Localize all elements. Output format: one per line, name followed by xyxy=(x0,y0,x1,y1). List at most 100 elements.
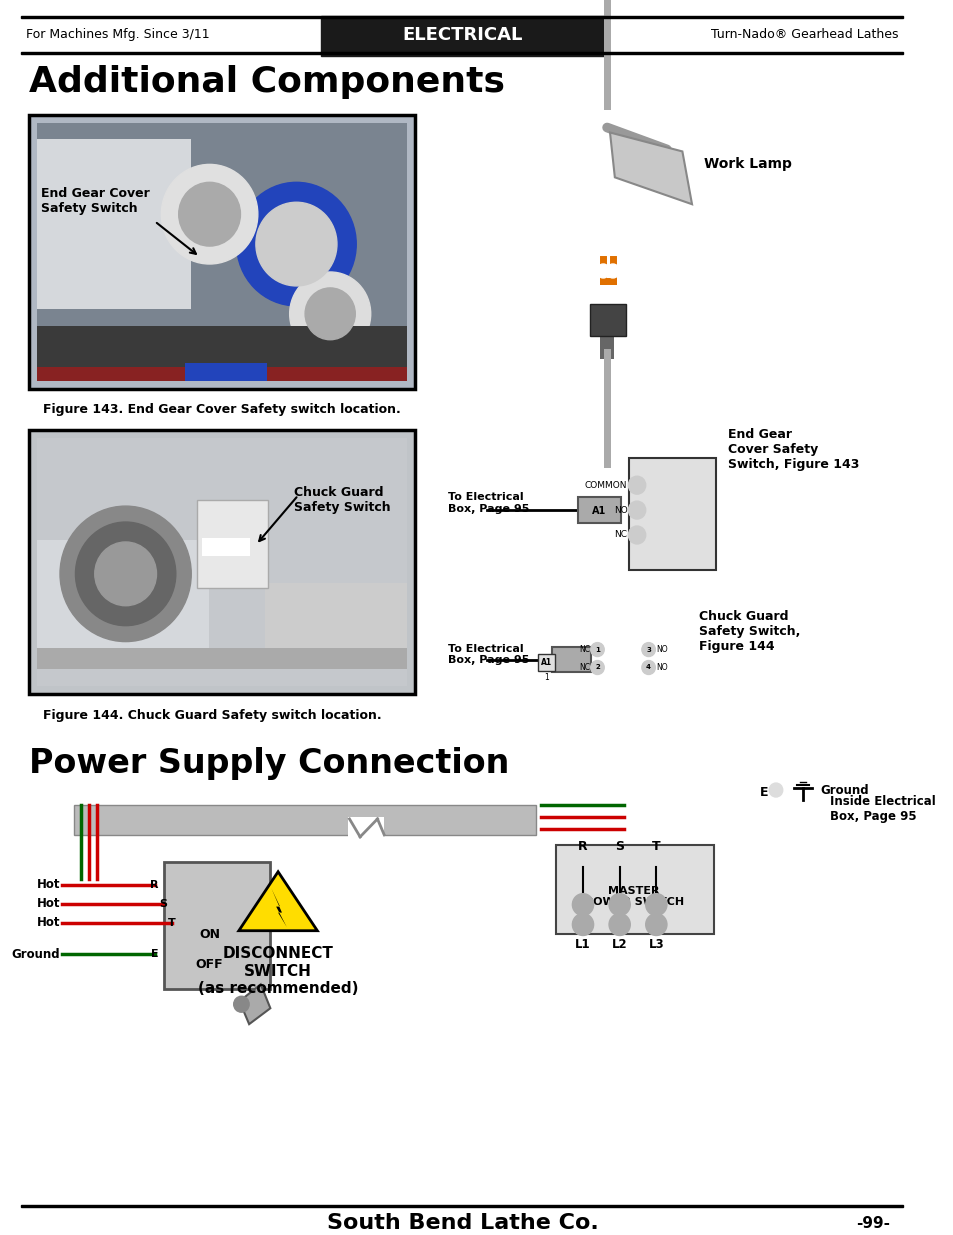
Text: End Gear Cover
Safety Switch: End Gear Cover Safety Switch xyxy=(41,188,150,215)
Bar xyxy=(37,326,407,380)
Circle shape xyxy=(645,894,666,915)
Circle shape xyxy=(255,203,336,287)
Text: End Gear
Cover Safety
Switch, Figure 143: End Gear Cover Safety Switch, Figure 143 xyxy=(727,429,859,472)
Circle shape xyxy=(605,264,619,278)
Bar xyxy=(30,115,415,389)
Text: 3: 3 xyxy=(645,647,650,652)
Circle shape xyxy=(94,542,156,605)
Circle shape xyxy=(608,914,630,935)
Bar xyxy=(202,538,250,556)
Text: L1: L1 xyxy=(575,937,590,951)
Text: For Machines Mfg. Since 3/11: For Machines Mfg. Since 3/11 xyxy=(27,28,210,41)
Text: E: E xyxy=(760,785,768,799)
Bar xyxy=(537,653,555,672)
Bar xyxy=(37,122,407,380)
Text: MASTER
POWER SWITCH: MASTER POWER SWITCH xyxy=(584,885,683,908)
Text: A1: A1 xyxy=(540,658,552,667)
Bar xyxy=(552,647,590,673)
Polygon shape xyxy=(239,984,270,1024)
Text: Chuck Guard
Safety Switch,
Figure 144: Chuck Guard Safety Switch, Figure 144 xyxy=(698,610,800,653)
Text: ELECTRICAL: ELECTRICAL xyxy=(402,26,522,44)
Circle shape xyxy=(628,526,645,543)
Text: Hot: Hot xyxy=(36,897,60,910)
Text: Figure 144. Chuck Guard Safety switch location.: Figure 144. Chuck Guard Safety switch lo… xyxy=(43,709,381,722)
Bar xyxy=(629,458,716,569)
Text: 2: 2 xyxy=(595,664,599,671)
Circle shape xyxy=(641,642,655,657)
Bar xyxy=(578,498,620,524)
Text: Inside Electrical
Box, Page 95: Inside Electrical Box, Page 95 xyxy=(829,795,935,823)
Text: Work Lamp: Work Lamp xyxy=(703,157,791,172)
Text: To Electrical
Box, Page 95: To Electrical Box, Page 95 xyxy=(448,643,529,666)
Text: 1: 1 xyxy=(595,647,599,652)
Text: S: S xyxy=(159,899,167,909)
Circle shape xyxy=(236,183,355,306)
Text: NO: NO xyxy=(613,505,627,515)
Polygon shape xyxy=(271,888,287,927)
Bar xyxy=(37,140,191,309)
Text: Additional Components: Additional Components xyxy=(30,64,504,99)
Circle shape xyxy=(290,272,371,356)
Bar xyxy=(30,430,415,694)
Bar xyxy=(556,845,714,935)
Bar xyxy=(74,805,536,835)
Circle shape xyxy=(161,164,257,264)
Circle shape xyxy=(572,914,593,935)
Text: T: T xyxy=(651,840,660,853)
Text: L2: L2 xyxy=(611,937,627,951)
Bar xyxy=(21,16,902,19)
Polygon shape xyxy=(609,132,691,204)
Bar xyxy=(37,647,407,669)
Circle shape xyxy=(572,894,593,915)
Bar xyxy=(603,348,610,414)
Circle shape xyxy=(628,477,645,494)
Bar xyxy=(37,367,407,380)
Bar xyxy=(164,862,270,989)
Circle shape xyxy=(590,661,603,674)
Bar xyxy=(599,309,613,358)
Text: To Electrical
Box, Page 95: To Electrical Box, Page 95 xyxy=(448,493,529,514)
Text: Ground: Ground xyxy=(11,948,60,961)
Text: OFF: OFF xyxy=(195,958,223,971)
Circle shape xyxy=(75,522,175,626)
Text: Ground: Ground xyxy=(820,783,868,797)
Text: A1: A1 xyxy=(591,506,605,516)
Text: Hot: Hot xyxy=(36,878,60,892)
Circle shape xyxy=(590,642,603,657)
Bar xyxy=(185,363,267,380)
Text: COMMON: COMMON xyxy=(584,480,627,490)
Text: NC: NC xyxy=(614,531,627,540)
Text: Chuck Guard
Safety Switch: Chuck Guard Safety Switch xyxy=(294,487,390,514)
Text: NO: NO xyxy=(656,645,667,655)
Text: ON: ON xyxy=(199,927,220,941)
Text: DISCONNECT
SWITCH
(as recommended): DISCONNECT SWITCH (as recommended) xyxy=(197,946,358,997)
Circle shape xyxy=(768,783,781,797)
Circle shape xyxy=(645,914,666,935)
Circle shape xyxy=(720,914,741,935)
Circle shape xyxy=(305,288,355,340)
Circle shape xyxy=(233,997,249,1013)
Circle shape xyxy=(628,501,645,519)
Text: R: R xyxy=(151,879,158,889)
Circle shape xyxy=(608,894,630,915)
Text: E: E xyxy=(151,950,158,960)
Bar xyxy=(589,304,626,336)
Text: 1: 1 xyxy=(543,673,548,682)
Text: -99-: -99- xyxy=(855,1216,889,1231)
Bar xyxy=(320,16,604,56)
Bar xyxy=(264,583,407,657)
Text: Power Supply Connection: Power Supply Connection xyxy=(30,747,509,781)
Text: Turn-Nado® Gearhead Lathes: Turn-Nado® Gearhead Lathes xyxy=(710,28,898,41)
Bar xyxy=(37,540,209,657)
Bar xyxy=(603,0,610,110)
Circle shape xyxy=(641,661,655,674)
Bar xyxy=(21,1205,902,1208)
Bar xyxy=(37,438,407,687)
Circle shape xyxy=(596,264,609,278)
Text: S: S xyxy=(615,840,623,853)
Text: NC: NC xyxy=(578,645,589,655)
Bar xyxy=(603,409,610,468)
Text: L3: L3 xyxy=(648,937,663,951)
Text: T: T xyxy=(168,918,175,927)
Text: NO: NO xyxy=(656,663,667,672)
